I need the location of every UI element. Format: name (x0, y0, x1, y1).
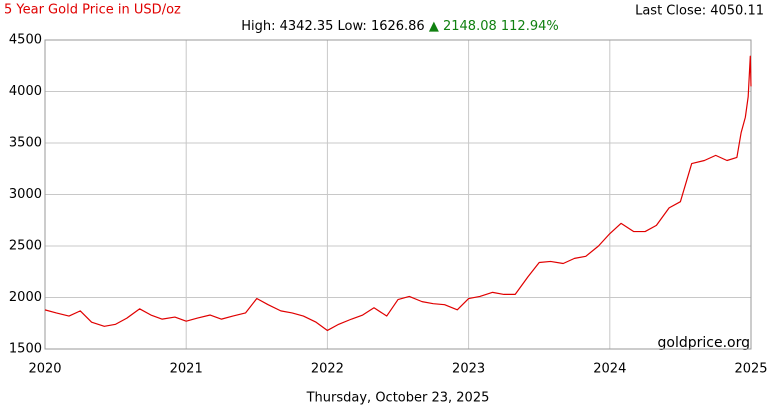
y-tick-label: 2000 (9, 290, 42, 305)
x-tick-label: 2022 (311, 362, 344, 377)
price-line (44, 55, 752, 332)
date-footer: Thursday, October 23, 2025 (306, 391, 490, 406)
stats: High: 4342.35 Low: 1626.86 ▲ 2148.08 112… (241, 19, 558, 34)
y-tick-label: 3000 (9, 187, 42, 202)
x-tick-label: 2024 (593, 362, 626, 377)
x-tick-label: 2023 (452, 362, 485, 377)
x-tick-label: 2020 (28, 362, 61, 377)
chart-title: 5 Year Gold Price in USD/oz (4, 3, 181, 18)
y-tick-label: 3500 (9, 136, 42, 151)
low: Low: 1626.86 (338, 19, 425, 34)
x-tick-label: 2021 (170, 362, 203, 377)
y-tick-label: 2500 (9, 239, 42, 254)
x-tick-label: 2025 (734, 362, 767, 377)
last-close: Last Close: 4050.11 (635, 4, 764, 19)
watermark: goldprice.org (658, 335, 750, 351)
plot-frame (44, 39, 752, 350)
y-tick-label: 4000 (9, 84, 42, 99)
y-tick-label: 4500 (9, 33, 42, 48)
y-tick-label: 1500 (9, 342, 42, 357)
high: High: 4342.35 (241, 19, 333, 34)
change: ▲ 2148.08 112.94% (429, 19, 559, 34)
